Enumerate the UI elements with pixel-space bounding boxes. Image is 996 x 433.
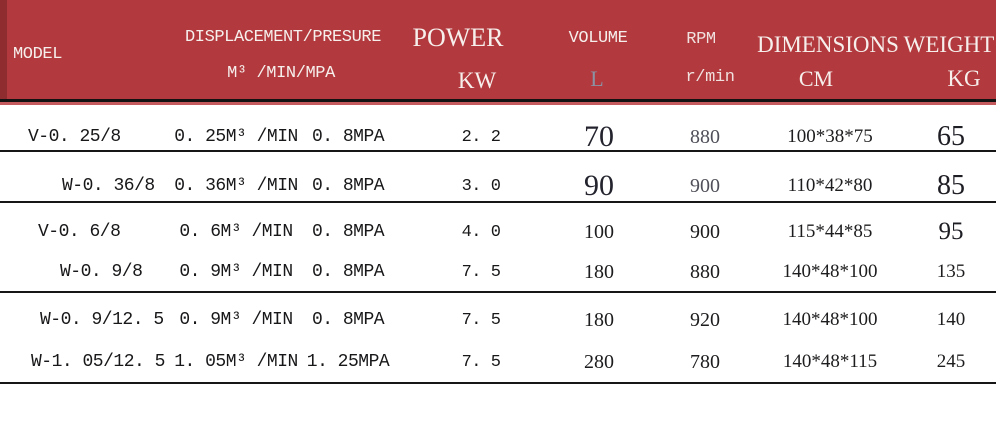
header-volume: VOLUME: [568, 29, 628, 48]
cell-dimensions: 140*48*100: [782, 261, 878, 282]
cell-volume: 280: [584, 350, 614, 373]
table-row: W-0. 9/8 0. 9M³ /MIN 0. 8MPA 7. 5 180 88…: [0, 247, 996, 293]
cell-rpm: 880: [690, 260, 720, 283]
cell-weight: 95: [938, 218, 964, 245]
cell-power: 4. 0: [461, 222, 501, 242]
cell-pressure: 1. 25MPA: [306, 352, 390, 372]
header-power: POWER: [412, 23, 504, 52]
cell-power: 7. 5: [461, 352, 501, 372]
cell-weight: 140: [936, 309, 966, 330]
cell-dimensions: 115*44*85: [787, 221, 873, 242]
header-model: MODEL: [13, 45, 63, 64]
header-displacement-unit: M³ /MIN/MPA: [227, 64, 335, 83]
cell-volume: 90: [584, 169, 614, 202]
cell-pressure: 0. 8MPA: [311, 262, 385, 282]
cell-rpm: 900: [690, 220, 720, 243]
cell-displacement: 0. 9M³ /MIN: [179, 262, 293, 282]
header-power-unit: KW: [457, 68, 497, 93]
cell-power: 3. 0: [461, 176, 501, 196]
cell-model: W-1. 05/12. 5: [31, 352, 165, 372]
cell-rpm: 920: [690, 308, 720, 331]
header-volume-unit: L: [590, 66, 604, 91]
cell-pressure: 0. 8MPA: [311, 127, 385, 147]
cell-displacement: 0. 25M³ /MIN: [174, 127, 298, 147]
cell-displacement: 0. 9M³ /MIN: [179, 310, 293, 330]
cell-volume: 70: [584, 120, 614, 153]
cell-displacement: 0. 6M³ /MIN: [179, 222, 293, 242]
table-row: V-0. 25/8 0. 25M³ /MIN 0. 8MPA 2. 2 70 8…: [0, 105, 996, 153]
header-dimensions: DIMENSIONS: [757, 32, 899, 57]
cell-power: 7. 5: [461, 310, 501, 330]
header-underline: [0, 102, 996, 105]
header-dimensions-unit: CM: [798, 66, 834, 91]
cell-displacement: 1. 05M³ /MIN: [174, 352, 298, 372]
cell-dimensions: 110*42*80: [787, 175, 873, 196]
cell-pressure: 0. 8MPA: [311, 222, 385, 242]
table-row: V-0. 6/8 0. 6M³ /MIN 0. 8MPA 4. 0 100 90…: [0, 203, 996, 247]
cell-model: W-0. 9/12. 5: [40, 310, 164, 330]
cell-model: V-0. 25/8: [28, 127, 121, 147]
cell-volume: 100: [584, 220, 614, 243]
cell-weight: 65: [937, 121, 965, 152]
cell-power: 7. 5: [461, 262, 501, 282]
cell-power: 2. 2: [461, 127, 501, 147]
header-rpm-unit: r/min: [685, 68, 735, 87]
cell-dimensions: 140*48*100: [782, 309, 878, 330]
table-row: W-0. 36/8 0. 36M³ /MIN 0. 8MPA 3. 0 90 9…: [0, 152, 996, 203]
cell-weight: 85: [937, 170, 965, 201]
header-displacement: DISPLACEMENT/PRESURE: [184, 28, 382, 47]
cell-model: W-0. 9/8: [60, 262, 143, 282]
cell-model: V-0. 6/8: [38, 222, 121, 242]
cell-pressure: 0. 8MPA: [311, 176, 385, 196]
table-header: MODEL DISPLACEMENT/PRESURE M³ /MIN/MPA P…: [0, 0, 996, 102]
cell-rpm: 780: [690, 350, 720, 373]
cell-weight: 245: [936, 351, 966, 372]
cell-displacement: 0. 36M³ /MIN: [174, 176, 298, 196]
cell-volume: 180: [584, 260, 614, 283]
cell-dimensions: 100*38*75: [787, 126, 873, 147]
header-weight: WEIGHT: [903, 32, 995, 57]
table-row: W-0. 9/12. 5 0. 9M³ /MIN 0. 8MPA 7. 5 18…: [0, 293, 996, 337]
cell-weight: 135: [936, 261, 966, 282]
cell-rpm: 880: [690, 125, 720, 148]
table-row: W-1. 05/12. 5 1. 05M³ /MIN 1. 25MPA 7. 5…: [0, 337, 996, 384]
cell-volume: 180: [584, 308, 614, 331]
cell-model: W-0. 36/8: [62, 176, 155, 196]
header-weight-unit: KG: [947, 66, 981, 91]
cell-dimensions: 140*48*115: [782, 351, 878, 372]
header-rpm: RPM: [686, 30, 716, 49]
cell-rpm: 900: [690, 174, 720, 197]
cell-pressure: 0. 8MPA: [311, 310, 385, 330]
